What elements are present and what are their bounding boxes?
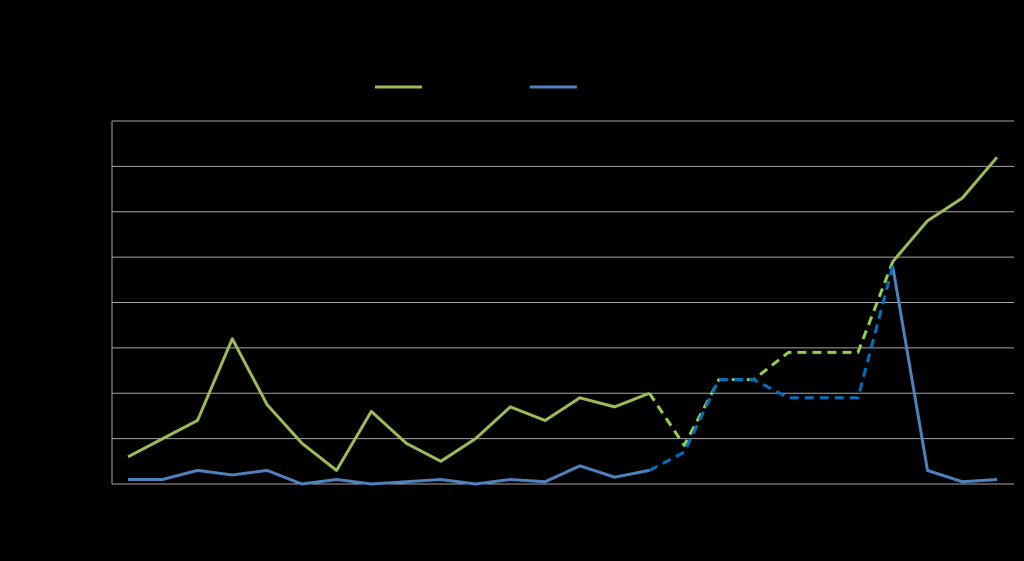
series-line: [648, 265, 895, 472]
series-line: [127, 156, 999, 472]
series-line: [128, 265, 998, 486]
series-line: [648, 261, 895, 447]
